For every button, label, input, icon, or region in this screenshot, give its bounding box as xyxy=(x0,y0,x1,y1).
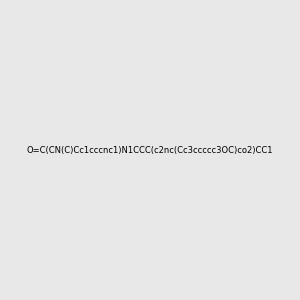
Text: O=C(CN(C)Cc1cccnc1)N1CCC(c2nc(Cc3ccccc3OC)co2)CC1: O=C(CN(C)Cc1cccnc1)N1CCC(c2nc(Cc3ccccc3O… xyxy=(27,146,273,154)
